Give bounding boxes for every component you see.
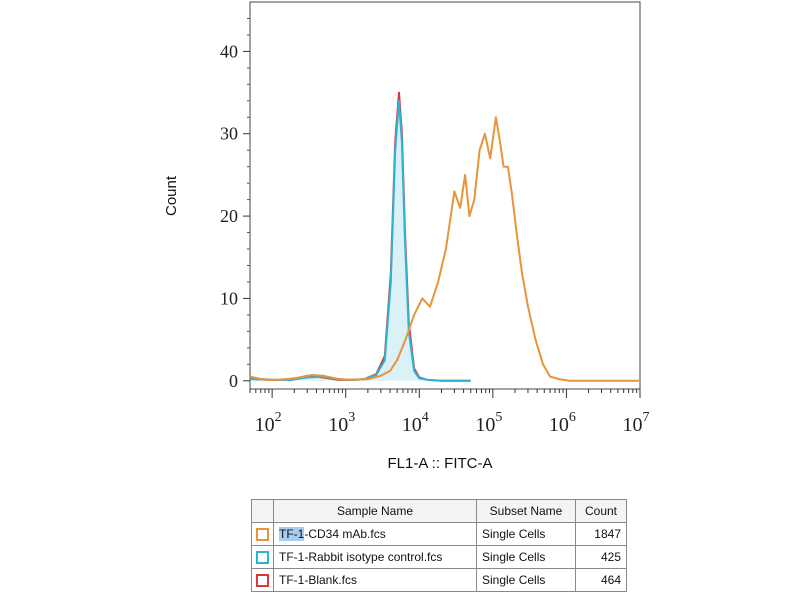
legend-row[interactable]: TF-1-CD34 mAb.fcs Single Cells 1847 bbox=[251, 522, 627, 546]
legend-header-sample-name: Sample Name bbox=[273, 499, 477, 523]
legend-header-row: Sample Name Subset Name Count bbox=[251, 499, 627, 523]
y-tick-label: 20 bbox=[220, 206, 238, 226]
y-axis-title: Count bbox=[163, 175, 180, 216]
y-tick-label: 40 bbox=[220, 41, 238, 61]
legend-count: 464 bbox=[575, 568, 627, 592]
legend-header-count: Count bbox=[575, 499, 627, 523]
x-tick-label: 106 bbox=[549, 410, 576, 436]
series-line-1 bbox=[249, 99, 471, 382]
legend-count: 1847 bbox=[575, 522, 627, 546]
plot-frame bbox=[249, 1, 641, 390]
y-tick-label: 10 bbox=[220, 288, 238, 308]
legend-count: 425 bbox=[575, 545, 627, 569]
y-axis: 0 10 20 30 40 bbox=[220, 17, 250, 391]
series-fill-1 bbox=[250, 100, 471, 381]
x-tick-label: 107 bbox=[623, 410, 650, 436]
legend-subset-name: Single Cells bbox=[476, 568, 576, 592]
x-tick-label: 104 bbox=[402, 410, 429, 436]
legend-header-subset-name: Subset Name bbox=[476, 499, 576, 523]
y-tick-label: 0 bbox=[229, 371, 238, 391]
x-tick-label: 102 bbox=[255, 410, 282, 436]
x-tick-label: 103 bbox=[328, 410, 355, 436]
legend-swatch-0 bbox=[256, 528, 269, 542]
legend-sample-name: TF-1-CD34 mAb.fcs bbox=[273, 522, 477, 546]
legend-sample-name: TF-1-Blank.fcs bbox=[273, 568, 477, 592]
legend-header-swatch bbox=[251, 499, 274, 523]
x-tick-label: 105 bbox=[475, 410, 502, 436]
legend-row[interactable]: TF-1-Blank.fcs Single Cells 464 bbox=[251, 568, 627, 592]
legend-subset-name: Single Cells bbox=[476, 522, 576, 546]
legend-subset-name: Single Cells bbox=[476, 545, 576, 569]
y-tick-label: 30 bbox=[220, 124, 238, 144]
legend-sample-name: TF-1-Rabbit isotype control.fcs bbox=[273, 545, 477, 569]
legend-swatch-2 bbox=[256, 574, 269, 588]
legend-swatch-1 bbox=[256, 551, 269, 565]
highlighted-text: TF-1 bbox=[279, 527, 305, 541]
series-line-2 bbox=[249, 116, 640, 382]
histogram-plot: 0 10 20 30 40 102 103 104 105 106 107 Count FL1-A… bbox=[163, 1, 650, 472]
series-line-0 bbox=[249, 91, 471, 382]
x-axis: 102 103 104 105 106 107 bbox=[249, 389, 650, 436]
x-axis-title: FL1-A :: FITC-A bbox=[387, 455, 492, 472]
legend-table: Sample Name Subset Name Count TF-1-CD34 … bbox=[251, 499, 627, 592]
series-layer bbox=[249, 91, 640, 382]
legend-row[interactable]: TF-1-Rabbit isotype control.fcs Single C… bbox=[251, 545, 627, 569]
